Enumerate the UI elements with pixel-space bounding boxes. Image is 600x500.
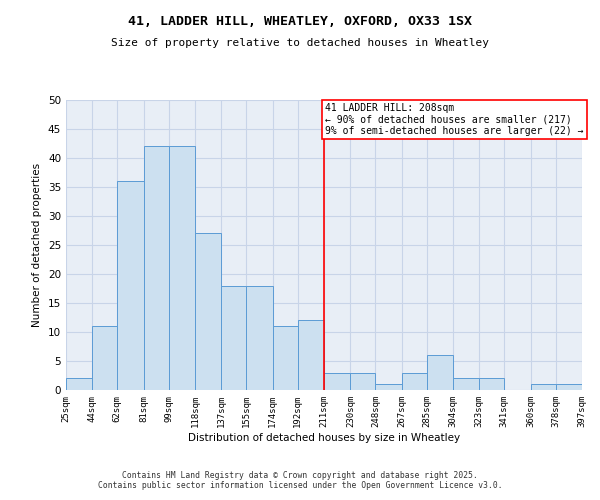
Bar [92, 326, 118, 390]
Bar [272, 326, 298, 390]
Bar [195, 234, 221, 390]
Bar [324, 372, 350, 390]
Bar [401, 372, 427, 390]
Bar [143, 146, 169, 390]
X-axis label: Distribution of detached houses by size in Wheatley: Distribution of detached houses by size … [188, 432, 460, 442]
Bar [350, 372, 376, 390]
Bar [530, 384, 556, 390]
Bar [221, 286, 247, 390]
Bar [427, 355, 453, 390]
Text: 41 LADDER HILL: 208sqm
← 90% of detached houses are smaller (217)
9% of semi-det: 41 LADDER HILL: 208sqm ← 90% of detached… [325, 103, 584, 136]
Bar [118, 181, 143, 390]
Bar [66, 378, 92, 390]
Text: Size of property relative to detached houses in Wheatley: Size of property relative to detached ho… [111, 38, 489, 48]
Bar [169, 146, 195, 390]
Bar [298, 320, 324, 390]
Bar [556, 384, 582, 390]
Bar [453, 378, 479, 390]
Y-axis label: Number of detached properties: Number of detached properties [32, 163, 43, 327]
Bar [247, 286, 272, 390]
Bar [376, 384, 401, 390]
Text: 41, LADDER HILL, WHEATLEY, OXFORD, OX33 1SX: 41, LADDER HILL, WHEATLEY, OXFORD, OX33 … [128, 15, 472, 28]
Bar [479, 378, 505, 390]
Text: Contains HM Land Registry data © Crown copyright and database right 2025.
Contai: Contains HM Land Registry data © Crown c… [98, 470, 502, 490]
